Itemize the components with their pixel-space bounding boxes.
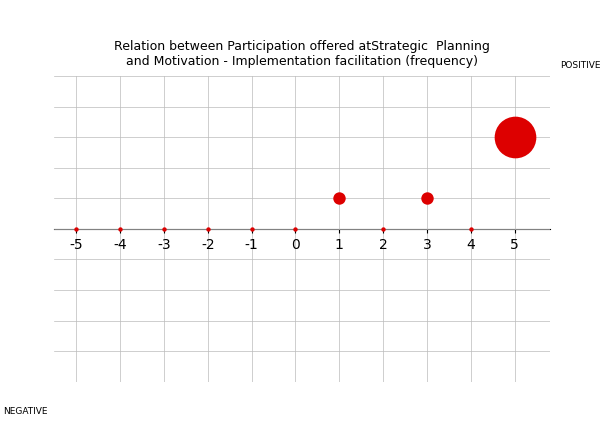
Text: NEGATIVE: NEGATIVE xyxy=(3,407,48,416)
Point xyxy=(71,226,81,232)
Point xyxy=(115,226,125,232)
Point xyxy=(159,226,169,232)
Text: POSITIVE: POSITIVE xyxy=(561,61,601,70)
Point xyxy=(466,226,475,232)
Point xyxy=(335,195,344,202)
Point xyxy=(422,195,432,202)
Point xyxy=(378,226,388,232)
Point xyxy=(247,226,257,232)
Title: Relation between Participation offered atStrategic  Planning
and Motivation - Im: Relation between Participation offered a… xyxy=(114,40,490,68)
Point xyxy=(203,226,213,232)
Point xyxy=(510,134,519,141)
Point xyxy=(291,226,300,232)
